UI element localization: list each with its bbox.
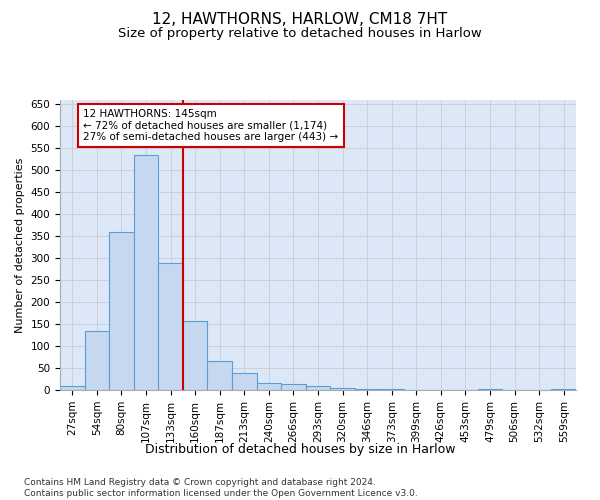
Bar bbox=[330, 388, 355, 390]
Bar bbox=[85, 330, 109, 390]
Bar bbox=[109, 232, 134, 390]
Text: Size of property relative to detached houses in Harlow: Size of property relative to detached ho… bbox=[118, 28, 482, 40]
Bar bbox=[257, 382, 281, 390]
Bar bbox=[232, 374, 257, 390]
Text: 12, HAWTHORNS, HARLOW, CM18 7HT: 12, HAWTHORNS, HARLOW, CM18 7HT bbox=[152, 12, 448, 28]
Bar bbox=[281, 384, 306, 390]
Bar bbox=[134, 155, 158, 390]
Bar bbox=[183, 321, 208, 390]
Bar bbox=[60, 386, 85, 390]
Text: Distribution of detached houses by size in Harlow: Distribution of detached houses by size … bbox=[145, 442, 455, 456]
Bar bbox=[158, 262, 183, 390]
Bar bbox=[379, 389, 404, 390]
Bar bbox=[355, 389, 379, 390]
Bar bbox=[208, 362, 232, 390]
Bar bbox=[306, 386, 330, 390]
Bar bbox=[478, 388, 502, 390]
Text: Contains HM Land Registry data © Crown copyright and database right 2024.
Contai: Contains HM Land Registry data © Crown c… bbox=[24, 478, 418, 498]
Bar bbox=[551, 388, 576, 390]
Text: 12 HAWTHORNS: 145sqm
← 72% of detached houses are smaller (1,174)
27% of semi-de: 12 HAWTHORNS: 145sqm ← 72% of detached h… bbox=[83, 109, 338, 142]
Y-axis label: Number of detached properties: Number of detached properties bbox=[15, 158, 25, 332]
